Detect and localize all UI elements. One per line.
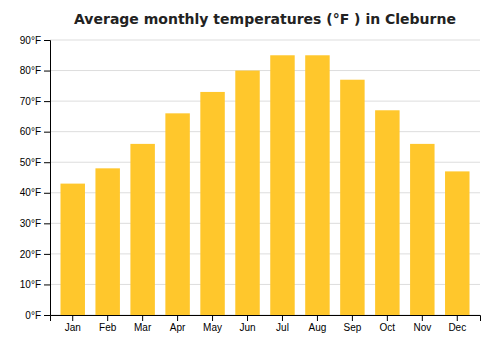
x-axis-line	[51, 316, 481, 322]
x-tick-mark	[72, 315, 73, 321]
x-tick-label: Jul	[276, 322, 289, 333]
x-tick-label: Sep	[343, 322, 361, 333]
x-tick: Oct	[380, 315, 396, 333]
y-tick: 70°F	[20, 96, 50, 107]
x-tick: Nov	[413, 315, 431, 333]
bars	[60, 55, 469, 315]
x-tick-label: Apr	[170, 322, 186, 333]
y-tick-mark	[44, 193, 50, 194]
x-tick-label: Oct	[380, 322, 396, 333]
x-tick-mark	[142, 315, 143, 321]
x-tick-label: Dec	[448, 322, 466, 333]
x-tick-label: Jun	[239, 322, 255, 333]
y-tick-mark	[44, 254, 50, 255]
y-tick-mark	[44, 132, 50, 133]
y-tick: 90°F	[20, 35, 50, 46]
x-tick-mark	[177, 315, 178, 321]
grid	[50, 40, 480, 315]
x-axis: Jan Feb Mar Apr May Jun Jul Aug Sep Oct Nov Dec	[51, 315, 481, 333]
grid-line	[50, 70, 480, 71]
bar	[200, 92, 224, 315]
bar	[375, 110, 399, 315]
y-tick: 10°F	[20, 279, 50, 290]
plot: 0°F 10°F 20°F 30°F 40°F 50°F 60°F 70°F 80°F 90°F J…	[20, 35, 481, 333]
y-tick-mark	[44, 284, 50, 285]
bar	[235, 71, 259, 315]
y-tick: 20°F	[20, 249, 50, 260]
y-tick-label: 60°F	[20, 126, 41, 137]
bar	[340, 80, 364, 315]
y-tick-mark	[44, 71, 50, 72]
y-tick-mark	[44, 101, 50, 102]
grid-line	[50, 131, 480, 132]
y-axis-line	[44, 41, 51, 316]
x-tick-label: Mar	[134, 322, 152, 333]
bar	[410, 144, 434, 315]
y-tick: 30°F	[20, 218, 50, 229]
y-tick-mark	[44, 162, 50, 163]
bar	[305, 55, 329, 315]
grid-line	[50, 40, 480, 41]
y-tick-label: 20°F	[20, 249, 41, 260]
y-tick: 0°F	[25, 310, 50, 321]
y-tick-label: 80°F	[20, 65, 41, 76]
x-tick: Feb	[99, 315, 117, 333]
x-tick-label: Nov	[413, 322, 431, 333]
y-tick-label: 0°F	[25, 310, 41, 321]
x-tick-label: Jan	[65, 322, 81, 333]
x-tick: Aug	[309, 315, 327, 333]
grid-line	[50, 101, 480, 102]
x-tick: Dec	[448, 315, 466, 333]
y-tick-label: 50°F	[20, 157, 41, 168]
y-tick-mark	[44, 40, 50, 41]
x-tick: Jun	[239, 315, 255, 333]
y-tick-label: 70°F	[20, 96, 41, 107]
bar	[60, 184, 84, 315]
x-tick-mark	[387, 315, 388, 321]
x-tick-mark	[247, 315, 248, 321]
x-tick-label: May	[203, 322, 222, 333]
bar	[270, 55, 294, 315]
y-tick: 50°F	[20, 157, 50, 168]
y-tick-label: 10°F	[20, 279, 41, 290]
title: Average monthly temperatures (°F ) in Cl…	[74, 11, 456, 27]
y-tick: 60°F	[20, 126, 50, 137]
y-tick: 40°F	[20, 187, 50, 198]
y-tick: 80°F	[20, 65, 50, 76]
chart: 0°F 10°F 20°F 30°F 40°F 50°F 60°F 70°F 80°F 90°F J…	[0, 0, 500, 350]
bar	[130, 144, 154, 315]
x-tick-mark	[282, 315, 283, 321]
x-tick-mark	[107, 315, 108, 321]
bar	[165, 113, 189, 315]
y-tick-label: 90°F	[20, 35, 41, 46]
x-tick-mark	[212, 315, 213, 321]
x-tick: May	[203, 315, 222, 333]
y-axis: 0°F 10°F 20°F 30°F 40°F 50°F 60°F 70°F 80°F 90°F	[20, 35, 51, 321]
y-tick-mark	[44, 223, 50, 224]
y-tick-mark	[44, 315, 50, 316]
x-tick: Jan	[65, 315, 81, 333]
x-tick-label: Feb	[99, 322, 117, 333]
x-tick: Sep	[343, 315, 361, 333]
y-tick-label: 30°F	[20, 218, 41, 229]
x-tick: Apr	[170, 315, 186, 333]
x-tick-mark	[457, 315, 458, 321]
bar	[445, 171, 469, 315]
x-tick-mark	[422, 315, 423, 321]
x-tick-mark	[317, 315, 318, 321]
y-tick-label: 40°F	[20, 187, 41, 198]
x-tick-label: Aug	[309, 322, 327, 333]
x-tick-mark	[352, 315, 353, 321]
x-tick: Jul	[276, 315, 289, 333]
x-tick: Mar	[134, 315, 152, 333]
bar	[95, 168, 119, 315]
